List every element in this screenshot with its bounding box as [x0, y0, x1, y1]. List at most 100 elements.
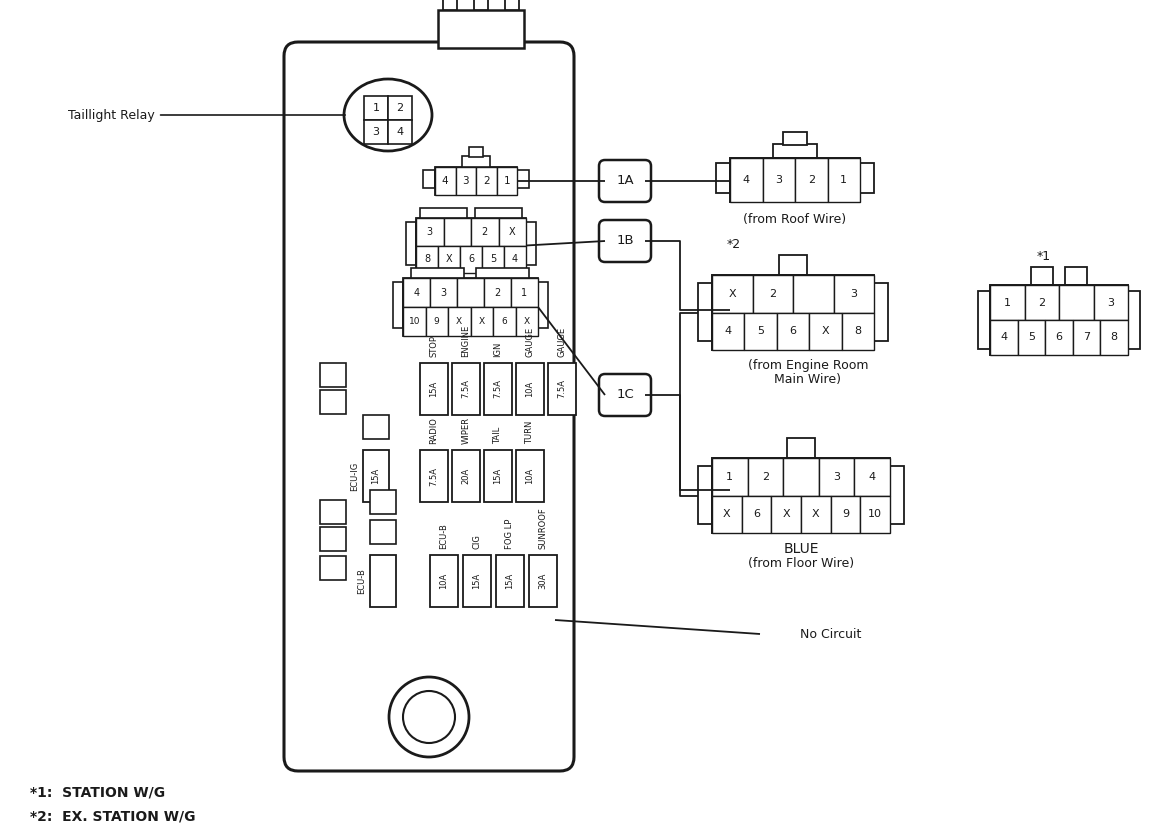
Bar	[425, 307, 448, 336]
Bar	[698, 466, 712, 524]
Text: TURN: TURN	[526, 420, 534, 444]
Bar	[860, 163, 874, 193]
Bar	[320, 363, 346, 387]
Bar	[504, 245, 526, 273]
Text: 15A: 15A	[493, 468, 503, 484]
FancyBboxPatch shape	[599, 160, 651, 202]
Bar	[742, 495, 771, 533]
Bar	[496, 555, 524, 607]
Bar	[752, 275, 793, 312]
Text: 1: 1	[521, 288, 527, 297]
Bar	[1017, 320, 1045, 355]
Bar	[801, 495, 830, 533]
Text: 9: 9	[434, 317, 440, 326]
Text: 3: 3	[373, 127, 380, 137]
Text: 3: 3	[776, 175, 783, 185]
Bar	[416, 218, 526, 273]
Bar	[430, 555, 457, 607]
Text: 3: 3	[427, 227, 433, 237]
Text: 3: 3	[1108, 297, 1115, 307]
Text: 1C: 1C	[616, 389, 634, 401]
Bar	[834, 275, 874, 312]
Text: 6: 6	[502, 317, 507, 326]
Bar	[1024, 285, 1059, 320]
Text: 7: 7	[1083, 332, 1090, 342]
Circle shape	[389, 677, 469, 757]
Bar	[819, 458, 854, 495]
Text: X: X	[723, 509, 730, 519]
Text: CIG: CIG	[473, 534, 482, 549]
Bar	[511, 278, 538, 307]
Bar	[438, 10, 524, 48]
Text: 10A: 10A	[440, 573, 448, 589]
Text: 6: 6	[1055, 332, 1062, 342]
Bar	[420, 208, 467, 218]
Bar	[1045, 320, 1073, 355]
Bar	[320, 556, 346, 580]
Text: 15A: 15A	[430, 381, 439, 397]
Text: 4: 4	[396, 127, 404, 137]
Bar	[712, 275, 752, 312]
Bar	[416, 245, 438, 273]
Bar	[484, 363, 512, 415]
Bar	[457, 278, 484, 307]
Bar	[783, 132, 807, 145]
Bar	[411, 268, 464, 278]
Text: (from Floor Wire): (from Floor Wire)	[748, 557, 854, 569]
Bar	[320, 500, 346, 524]
Bar	[990, 285, 1128, 355]
Text: 7.5A: 7.5A	[557, 380, 567, 399]
Text: 2: 2	[770, 288, 777, 299]
Bar	[365, 120, 388, 144]
Text: *1: *1	[1037, 250, 1051, 263]
Bar	[779, 255, 807, 275]
Bar	[698, 283, 712, 341]
Bar	[476, 167, 497, 195]
Bar	[403, 278, 538, 336]
Text: 10A: 10A	[526, 381, 534, 397]
Bar	[712, 495, 742, 533]
Bar	[435, 167, 517, 195]
Text: No Circuit: No Circuit	[800, 627, 861, 641]
Bar	[423, 170, 435, 188]
Text: RADIO: RADIO	[430, 417, 439, 444]
Bar	[828, 158, 860, 202]
Text: X: X	[478, 317, 485, 326]
Text: 2: 2	[482, 227, 488, 237]
Bar	[484, 450, 512, 502]
Text: ENGINE: ENGINE	[462, 325, 470, 357]
Text: 4: 4	[413, 288, 419, 297]
Bar	[712, 312, 744, 350]
Bar	[795, 158, 828, 202]
Bar	[1065, 267, 1087, 285]
Text: X: X	[822, 327, 829, 337]
Bar	[406, 222, 416, 265]
Bar	[777, 312, 809, 350]
Bar	[1073, 320, 1101, 355]
Text: 2: 2	[808, 175, 815, 185]
Bar	[320, 390, 346, 414]
Text: 3: 3	[850, 288, 857, 299]
Text: 1B: 1B	[616, 234, 634, 248]
Text: GAUGE: GAUGE	[526, 327, 534, 357]
Text: FOG LP: FOG LP	[505, 519, 514, 549]
Text: 15A: 15A	[372, 468, 381, 484]
Text: GAUGE: GAUGE	[557, 327, 567, 357]
Bar	[515, 450, 545, 502]
Bar	[771, 495, 801, 533]
Text: 6: 6	[753, 509, 760, 519]
Text: 2: 2	[762, 472, 769, 482]
Bar	[365, 96, 388, 120]
Bar	[716, 163, 730, 193]
Text: 6: 6	[468, 254, 474, 264]
Bar	[469, 147, 483, 157]
Bar	[763, 158, 795, 202]
Text: Main Wire): Main Wire)	[774, 373, 842, 386]
Text: SUNROOF: SUNROOF	[539, 507, 548, 549]
Text: 7.5A: 7.5A	[430, 466, 439, 485]
Text: ECU-B: ECU-B	[440, 524, 448, 549]
Text: 1: 1	[373, 103, 380, 113]
Text: *2: *2	[727, 238, 741, 252]
Text: (from Roof Wire): (from Roof Wire)	[743, 214, 846, 227]
Text: 20A: 20A	[462, 468, 470, 484]
